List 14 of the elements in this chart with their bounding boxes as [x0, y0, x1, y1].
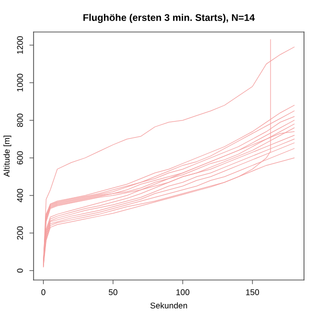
x-tick-label: 100 — [176, 289, 190, 296]
chart-title: Flughöhe (ersten 3 min. Starts), N=14 — [83, 14, 255, 23]
x-tick-label: 150 — [246, 289, 260, 296]
y-tick-label: 0 — [17, 268, 23, 273]
y-tick-label: 1200 — [17, 36, 23, 54]
y-tick-label: 600 — [17, 151, 23, 164]
y-tick-label: 400 — [17, 188, 23, 202]
y-tick-label: 1000 — [17, 74, 23, 92]
y-tick-label: 800 — [17, 114, 23, 127]
y-axis-title: Altitude [m] — [3, 136, 12, 177]
x-tick-label: 0 — [41, 289, 46, 296]
x-tick-label: 50 — [108, 289, 118, 296]
x-axis-title: Sekunden — [150, 302, 188, 308]
y-tick-label: 200 — [17, 226, 23, 240]
